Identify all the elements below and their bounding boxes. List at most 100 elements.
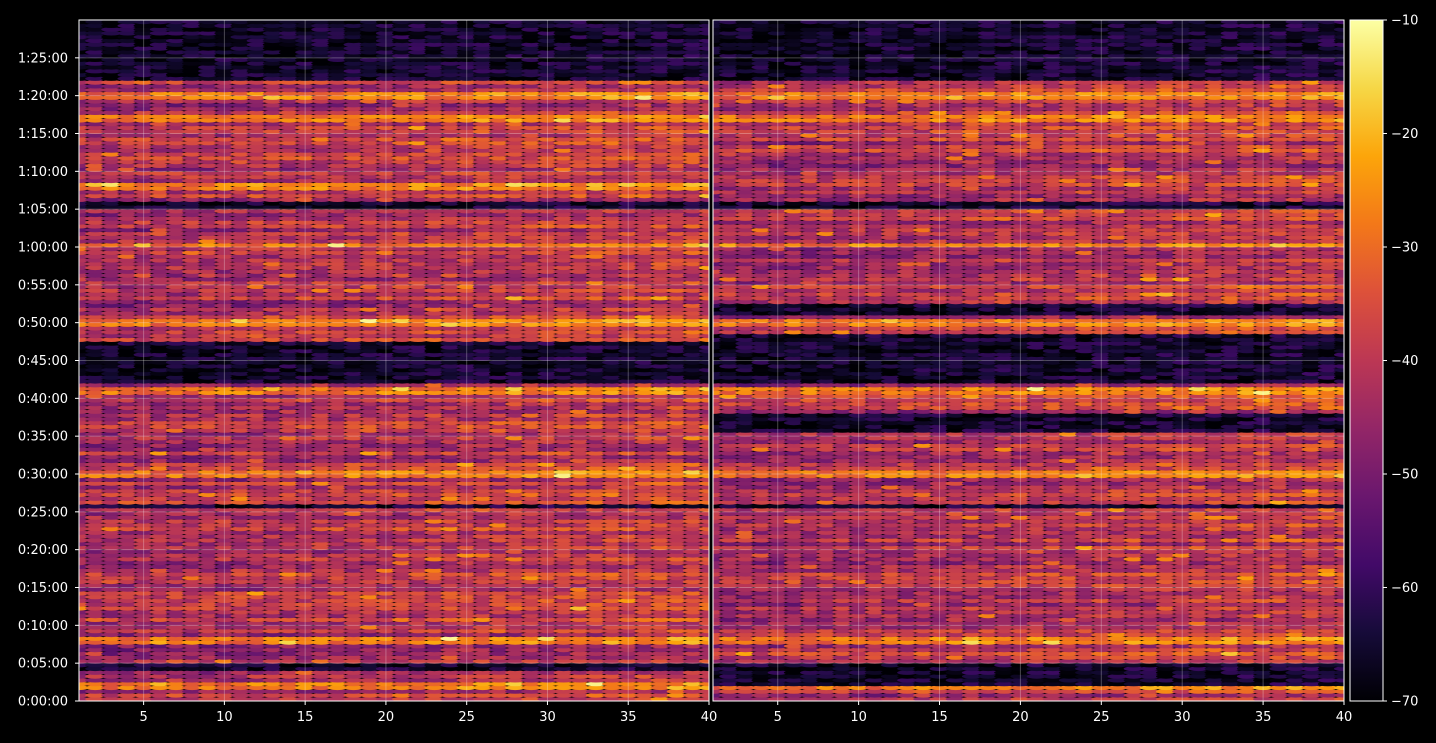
heatmap-cell — [149, 655, 170, 660]
heatmap-cell — [682, 662, 703, 668]
heatmap-cell — [279, 689, 299, 694]
heatmap-cell — [521, 666, 542, 672]
heatmap-cell — [392, 670, 413, 675]
heatmap-cells — [79, 20, 709, 701]
heatmap-cell — [133, 636, 154, 641]
heatmap-cell — [618, 659, 639, 664]
heatmap-cell — [521, 647, 542, 653]
heatmap-cell — [408, 670, 429, 675]
heatmap-cell — [343, 681, 364, 687]
heatmap-cell — [618, 640, 639, 645]
heatmap-cell — [489, 689, 509, 694]
heatmap-cell — [440, 696, 461, 701]
heatmap-cell — [602, 689, 623, 694]
heatmap-cell — [79, 674, 89, 679]
heatmap-cell — [699, 681, 709, 687]
heatmap-cell — [569, 651, 590, 656]
heatmap-cell — [392, 681, 413, 687]
heatmap-cell — [472, 647, 493, 653]
heatmap-cell — [327, 659, 348, 664]
heatmap-cell — [375, 662, 396, 668]
heatmap-cell — [456, 677, 477, 683]
heatmap-cell — [408, 666, 429, 672]
heatmap-cell — [165, 685, 186, 691]
heatmap-cell — [101, 693, 122, 698]
heatmap-cell — [489, 677, 509, 683]
heatmap-cell — [79, 651, 89, 656]
heatmap-cell — [311, 659, 332, 664]
heatmap-cell — [392, 662, 413, 668]
heatmap-cell — [133, 693, 154, 698]
heatmap-cell — [311, 696, 332, 701]
heatmap-cell — [456, 647, 477, 653]
heatmap-cell — [279, 651, 299, 656]
heatmap-cell — [359, 685, 380, 691]
heatmap-cell — [295, 655, 316, 660]
heatmap-cell — [440, 651, 461, 656]
heatmap-cell — [634, 666, 655, 672]
heatmap-cell — [343, 685, 364, 691]
heatmap-cell — [408, 647, 429, 653]
heatmap-cell — [553, 666, 574, 672]
heatmap-cell — [602, 647, 623, 653]
heatmap-cell — [149, 659, 170, 664]
heatmap-cell — [343, 662, 364, 668]
heatmap-cell — [117, 689, 138, 694]
heatmap-cell — [537, 659, 558, 664]
heatmap-cell — [133, 643, 154, 649]
heatmap-cell — [537, 655, 558, 660]
heatmap-cell — [327, 693, 348, 698]
heatmap-cell — [472, 681, 493, 687]
heatmap-cell — [392, 689, 413, 694]
heatmap-cell — [375, 674, 396, 679]
heatmap-cell — [472, 643, 493, 649]
heatmap-cell — [569, 666, 590, 672]
heatmap-cell — [327, 685, 348, 691]
heatmap-cell — [699, 674, 709, 679]
heatmap-cell — [505, 696, 526, 701]
heatmap-cell — [440, 647, 461, 653]
heatmap-cell — [375, 677, 396, 683]
heatmap-cell — [182, 636, 203, 641]
heatmap-cell — [585, 651, 606, 656]
heatmap-cell — [295, 643, 316, 649]
heatmap-cell — [101, 674, 122, 679]
heatmap-cell — [327, 674, 348, 679]
heatmap-cell — [666, 677, 687, 683]
heatmap-cell — [553, 681, 574, 687]
heatmap-cell — [165, 693, 186, 698]
heatmap-cell — [85, 681, 106, 687]
heatmap-cell — [214, 689, 235, 694]
heatmap-cell — [343, 651, 364, 656]
heatmap-cell — [553, 659, 574, 664]
heatmap-cell — [230, 677, 251, 683]
heatmap-cell — [133, 662, 154, 668]
heatmap-cell — [440, 655, 461, 660]
heatmap-cell — [214, 659, 235, 664]
heatmap-cell — [408, 640, 429, 645]
heatmap-cell — [682, 681, 703, 687]
heatmap-cell — [666, 674, 687, 679]
heatmap-cell — [569, 677, 590, 683]
heatmap-cell — [295, 693, 316, 698]
heatmap-cell — [375, 666, 396, 672]
heatmap-cell — [618, 696, 639, 701]
heatmap-cell — [327, 681, 348, 687]
heatmap-cell — [602, 662, 623, 668]
heatmap-cell — [343, 693, 364, 698]
heatmap-cell — [602, 677, 623, 683]
heatmap-cell — [553, 647, 574, 653]
heatmap-cell — [359, 659, 380, 664]
heatmap-cell — [311, 643, 332, 649]
heatmap-cell — [262, 685, 283, 691]
heatmap-cell — [198, 670, 219, 675]
heatmap-cell — [553, 696, 574, 701]
heatmap-cell — [521, 689, 542, 694]
heatmap-cell — [553, 685, 574, 691]
heatmap-cell — [246, 689, 267, 694]
heatmap-cell — [569, 674, 590, 679]
heatmap-cell — [101, 636, 122, 641]
heatmap-cell — [343, 640, 364, 645]
heatmap-cell — [602, 685, 623, 691]
heatmap-cell — [343, 674, 364, 679]
